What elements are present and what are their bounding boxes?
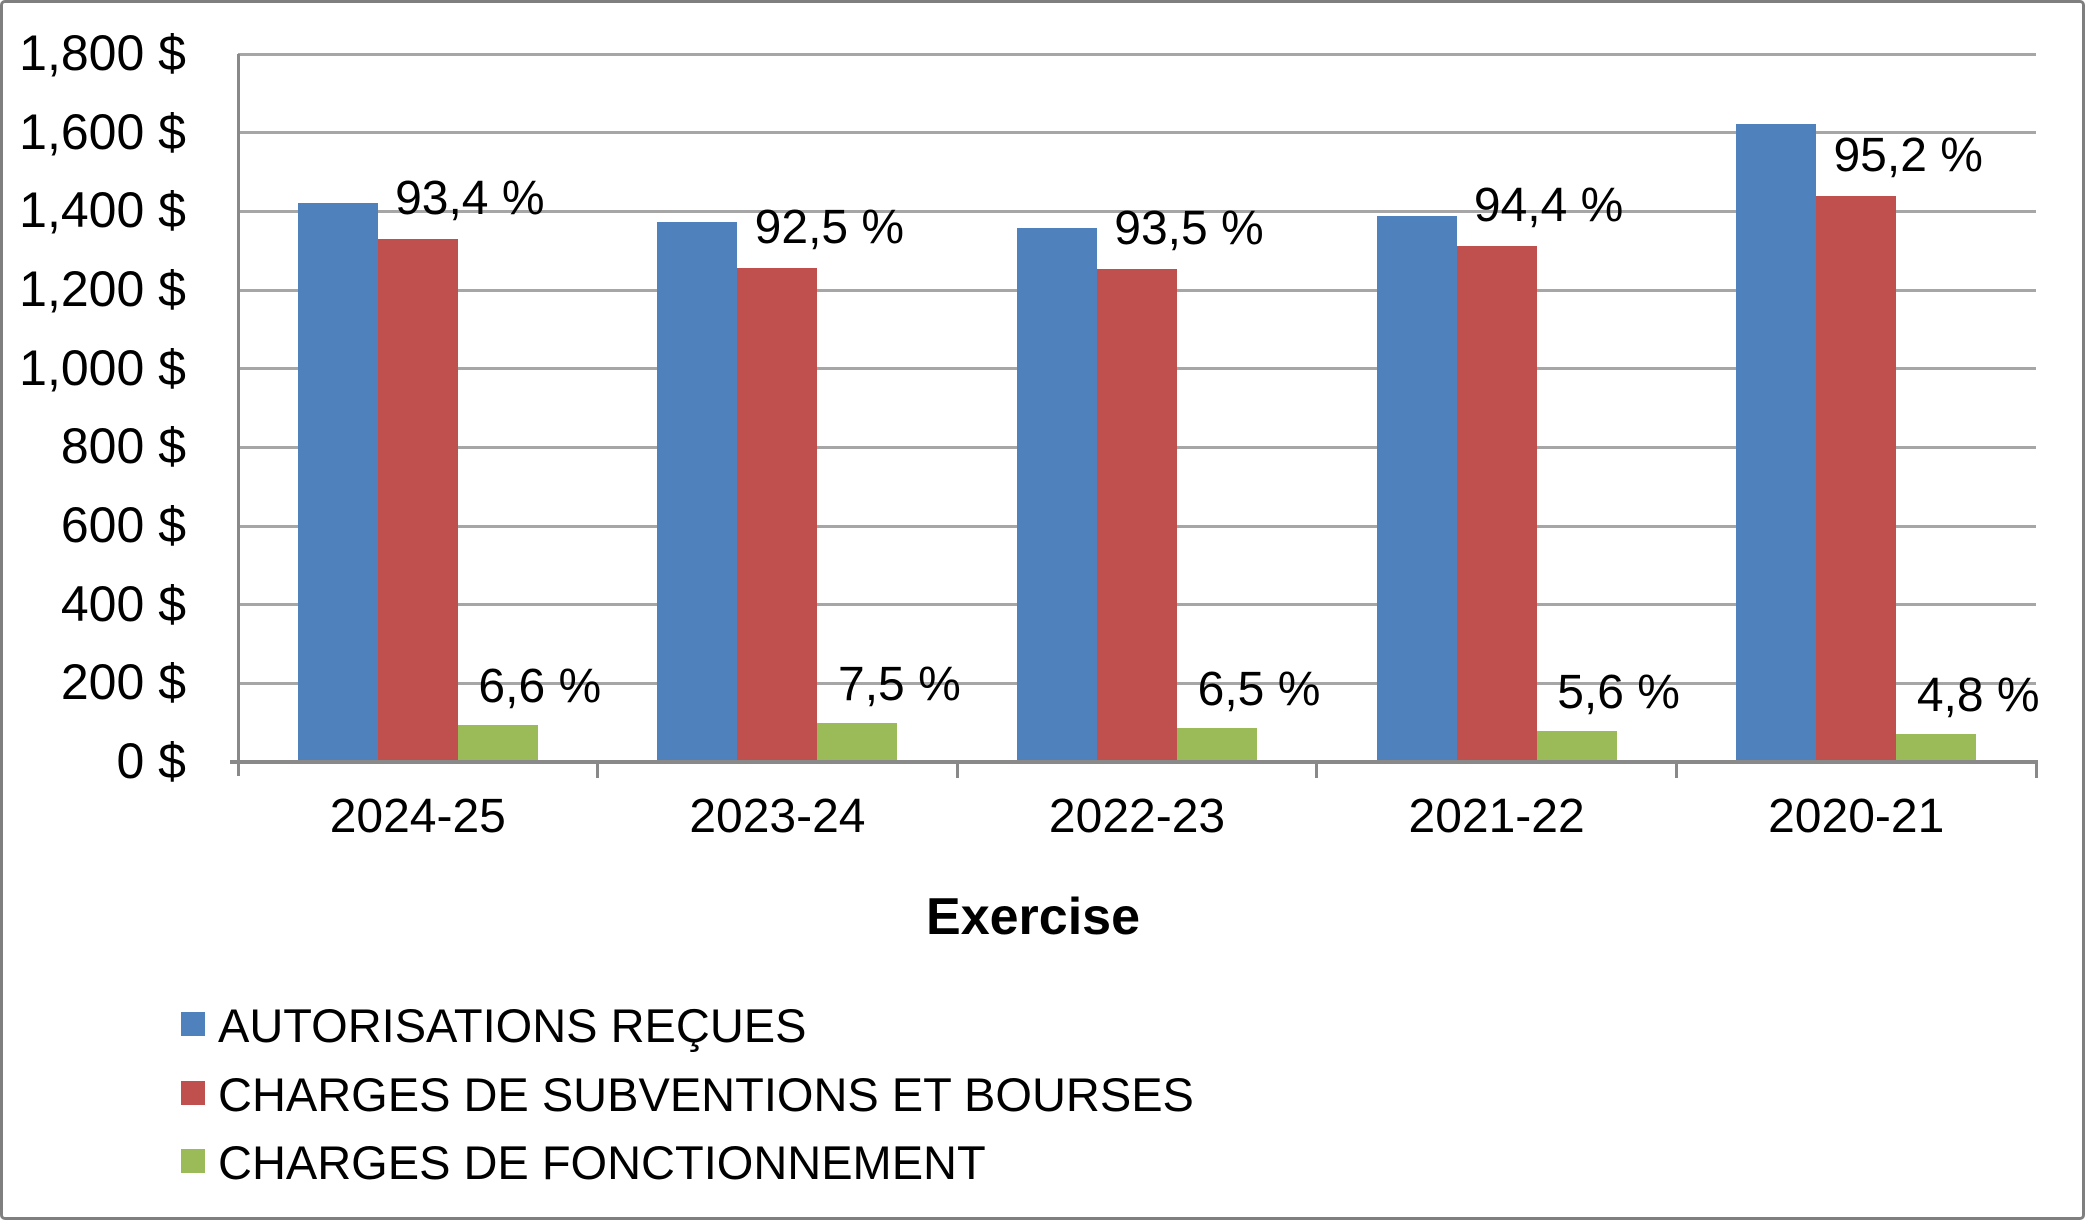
data-label: 93,4 % [395, 171, 545, 225]
y-axis-label: 1,200 $ [19, 261, 186, 317]
x-axis-title: Exercise [926, 888, 1140, 946]
y-gridline [238, 209, 2036, 213]
x-axis-label: 2024-25 [329, 790, 506, 843]
bar-2022-23-series1 [1097, 269, 1177, 762]
data-label: 93,5 % [1114, 202, 1264, 256]
legend-label-series1: CHARGES DE SUBVENTIONS ET BOURSES [218, 1068, 1194, 1121]
bar-2024-25-series2 [457, 724, 538, 762]
y-axis-label: 200 $ [60, 654, 186, 711]
y-axis-label: 1,600 $ [19, 103, 186, 160]
data-label: 6,6 % [478, 659, 602, 713]
y-axis-label: 1,800 $ [19, 25, 186, 81]
bar-2020-21-series1 [1816, 195, 1897, 762]
x-axis-tick [2034, 764, 2038, 778]
data-label: 92,5 % [754, 200, 905, 254]
bar-2021-22-series1 [1456, 245, 1537, 762]
bar-2024-25-series0 [297, 203, 378, 762]
legend-swatch-series2 [181, 1149, 205, 1173]
y-axis-label: 800 $ [60, 418, 186, 475]
x-axis-label: 2020-21 [1768, 790, 1945, 843]
data-label: 4,8 % [1916, 668, 2040, 722]
bar-2021-22-series2 [1536, 731, 1617, 762]
x-axis-tick [596, 764, 600, 778]
x-axis-tick [955, 764, 959, 778]
legend-label-series0: AUTORISATIONS REÇUES [218, 999, 807, 1052]
data-label: 6,5 % [1197, 662, 1321, 716]
legend-swatch-series1 [181, 1081, 205, 1105]
bar-2024-25-series1 [377, 238, 458, 762]
bar-2023-24-series2 [817, 722, 898, 762]
bar-2023-24-series0 [657, 222, 738, 762]
data-label: 5,6 % [1557, 666, 1680, 720]
bar-2020-21-series0 [1736, 124, 1817, 762]
x-axis-line [230, 760, 2038, 764]
bar-2022-23-series0 [1017, 228, 1097, 762]
bar-2023-24-series1 [737, 267, 818, 762]
y-gridline [238, 131, 2036, 135]
bar-2020-21-series2 [1896, 733, 1977, 762]
bar-2022-23-series2 [1177, 727, 1257, 762]
data-label: 95,2 % [1833, 128, 1983, 182]
y-axis-label: 0 $ [116, 733, 186, 789]
y-axis-label: 400 $ [60, 575, 186, 632]
y-axis-label: 600 $ [60, 497, 186, 553]
x-axis-label: 2023-24 [689, 790, 866, 843]
x-axis-tick [1674, 764, 1678, 778]
data-label: 94,4 % [1473, 178, 1624, 232]
bar-2021-22-series0 [1376, 216, 1457, 762]
y-axis-label: 1,000 $ [19, 339, 186, 396]
legend-swatch-series0 [181, 1012, 205, 1036]
y-axis-line [236, 54, 240, 776]
data-label: 7,5 % [838, 657, 961, 711]
x-axis-tick [1315, 764, 1319, 778]
y-axis-label: 1,400 $ [19, 182, 186, 239]
y-gridline [238, 52, 2036, 56]
x-axis-label: 2022-23 [1048, 790, 1226, 843]
legend-label-series2: CHARGES DE FONCTIONNEMENT [218, 1136, 986, 1189]
x-axis-label: 2021-22 [1408, 790, 1585, 843]
